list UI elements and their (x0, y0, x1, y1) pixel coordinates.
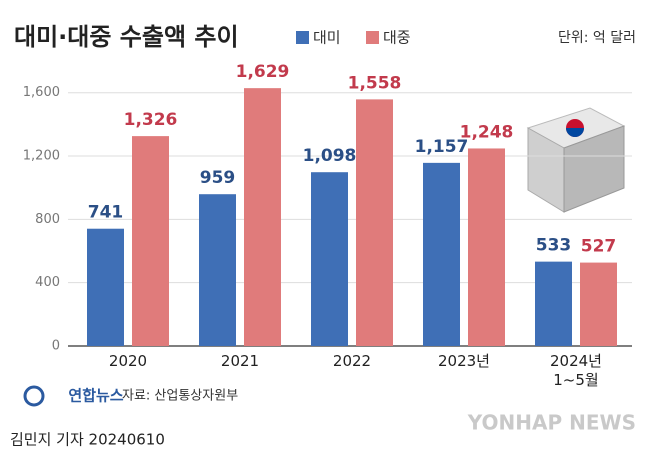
bar (199, 194, 236, 346)
value-label: 1,558 (348, 73, 402, 93)
chart-title: 대미·대중 수출액 추이 (14, 23, 239, 51)
bar (535, 261, 572, 346)
bar (468, 148, 505, 346)
watermark: YONHAP NEWS (467, 411, 636, 435)
bar (311, 172, 348, 346)
value-label: 1,248 (460, 122, 514, 142)
y-tick-label: 400 (35, 275, 60, 290)
x-tick-label: 2022 (332, 352, 372, 370)
container-illustration (526, 107, 626, 213)
y-tick-label: 0 (52, 339, 60, 354)
value-label: 959 (200, 168, 236, 188)
unit-label: 단위: 억 달러 (558, 30, 636, 46)
x-tick-label: 2023년 (438, 352, 490, 370)
value-label: 1,629 (236, 62, 290, 82)
bar (132, 136, 169, 346)
value-label: 1,098 (303, 146, 357, 166)
legend-label: 대미 (313, 29, 341, 47)
y-tick-label: 800 (35, 212, 60, 227)
value-label: 1,326 (124, 110, 178, 130)
x-tick-label: 2021 (220, 352, 260, 370)
legend-label: 대중 (383, 29, 411, 47)
bar (244, 88, 281, 346)
value-label: 527 (581, 237, 617, 257)
value-label: 1,157 (415, 137, 469, 157)
y-tick-label: 1,200 (23, 149, 60, 164)
logo-icon (23, 385, 45, 407)
legend-swatch (296, 31, 309, 44)
value-label: 741 (88, 203, 124, 223)
y-tick-label: 1,600 (23, 85, 60, 100)
credit: 김민지 기자 20240610 (10, 431, 165, 449)
bar (87, 228, 124, 346)
legend-swatch (366, 31, 379, 44)
x-tick-label: 2024년 1~5월 (550, 352, 602, 389)
bar (580, 262, 617, 346)
bar (356, 99, 393, 346)
source: 자료: 산업통상자원부 (122, 389, 238, 404)
x-tick-label: 2020 (108, 352, 148, 370)
logo: 연합뉴스 (68, 387, 123, 405)
bar (423, 162, 460, 346)
value-label: 533 (536, 236, 572, 256)
